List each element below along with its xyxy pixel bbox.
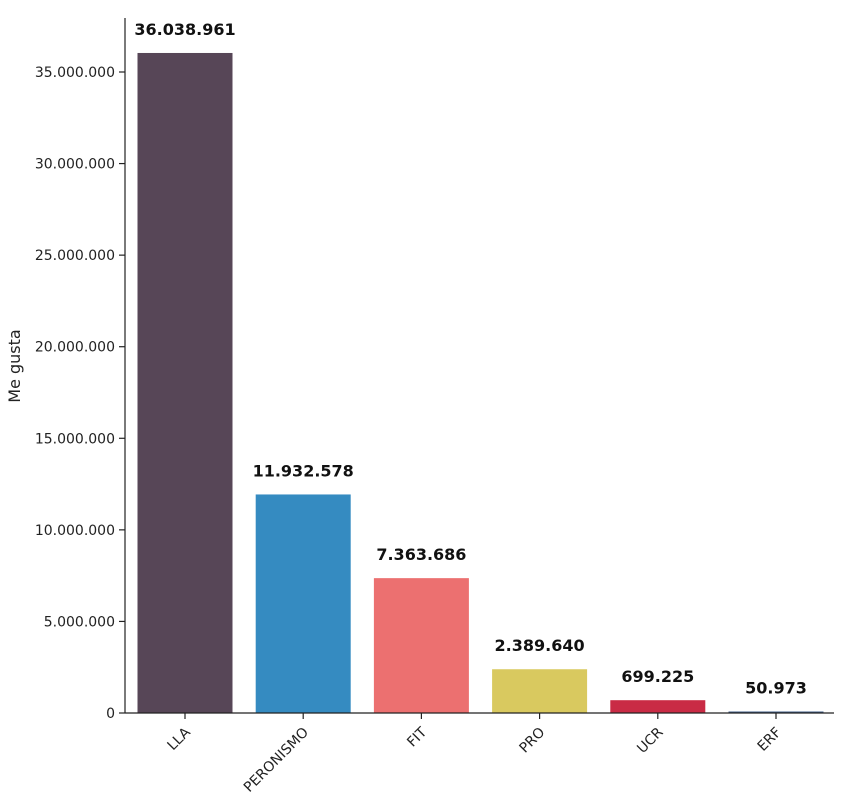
- y-tick-label: 15.000.000: [35, 431, 115, 447]
- data-label-pro: 2.389.640: [495, 636, 585, 655]
- x-tick-label-pro: PRO: [516, 725, 548, 757]
- y-tick-label: 30.000.000: [35, 157, 115, 173]
- data-label-lla: 36.038.961: [134, 20, 235, 39]
- bar-pro: [492, 669, 588, 713]
- x-tick-label-fit: FIT: [404, 724, 430, 750]
- data-label-peronismo: 11.932.578: [253, 461, 354, 480]
- data-label-ucr: 699.225: [621, 667, 694, 686]
- x-tick-label-ucr: UCR: [634, 724, 667, 757]
- x-tick-label-lla: LLA: [164, 724, 194, 754]
- y-axis-title: Me gusta: [5, 329, 24, 402]
- bar-fit: [373, 578, 469, 713]
- bar-lla: [137, 52, 233, 714]
- y-tick-label: 10.000.000: [35, 523, 115, 539]
- x-tick-label-erf: ERF: [755, 725, 785, 755]
- x-axis: LLA PERONISMO FIT PRO UCR ERF: [125, 712, 834, 796]
- y-tick-label: 5.000.000: [44, 614, 115, 630]
- y-tick-label: 20.000.000: [35, 340, 115, 356]
- y-tick-label: 35.000.000: [35, 65, 115, 81]
- data-label-erf: 50.973: [745, 679, 807, 698]
- y-axis: 0 5.000.000 10.000.000 15.000.000 20.000.000…: [35, 18, 126, 722]
- x-tick-label-peronismo: PERONISMO: [241, 725, 312, 796]
- data-labels-layer: 36.038.961 11.932.578 7.363.686 2.389.640 69…: [134, 20, 806, 698]
- bars-layer: [137, 52, 824, 714]
- y-tick-label: 25.000.000: [35, 248, 115, 264]
- bar-ucr: [610, 700, 706, 713]
- bar-peronismo: [255, 494, 351, 713]
- y-tick-label: 0: [106, 706, 115, 722]
- bar-erf: [728, 711, 824, 713]
- data-label-fit: 7.363.686: [376, 545, 466, 564]
